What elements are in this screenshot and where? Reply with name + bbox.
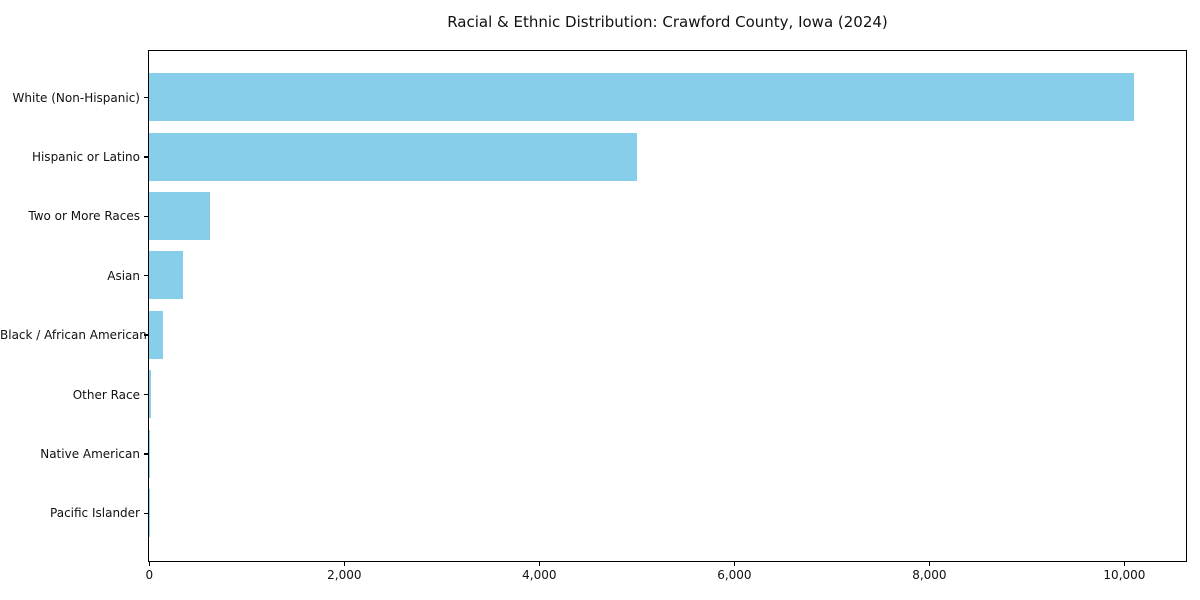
x-tick-mark — [148, 561, 150, 566]
y-tick-mark — [144, 275, 148, 277]
y-tick-mark — [144, 156, 148, 158]
y-tick-mark — [144, 334, 148, 336]
bar-other-race — [149, 370, 151, 419]
x-tick-mark — [928, 561, 931, 566]
plot-area — [148, 50, 1187, 562]
y-tick-mark — [144, 512, 148, 514]
x-axis-tick-label: 0 — [145, 568, 154, 582]
y-axis-label: Hispanic or Latino — [31, 149, 140, 164]
y-tick-mark — [144, 393, 148, 396]
bar-native-american — [149, 429, 150, 478]
x-tick-mark — [343, 561, 346, 566]
bar-white-non-hispanic- — [149, 73, 1134, 122]
bar-two-or-more-races — [149, 192, 210, 240]
x-axis-tick-label: 6,000 — [717, 568, 752, 582]
x-axis-tick-label: 10,000 — [1103, 568, 1146, 582]
bar-black-african-american — [149, 310, 163, 359]
y-tick-mark — [144, 96, 148, 99]
bar-asian — [149, 251, 184, 300]
x-tick-mark — [1123, 561, 1126, 566]
x-axis-tick-label: 8,000 — [912, 568, 947, 582]
y-axis-label: Two or More Races — [28, 209, 140, 224]
x-tick-mark — [538, 561, 541, 566]
y-tick-mark — [144, 453, 148, 455]
y-axis-label: Asian — [107, 268, 140, 283]
y-axis-label: Black / African American — [0, 328, 147, 343]
x-axis-tick-label: 4,000 — [522, 568, 557, 582]
y-tick-mark — [144, 215, 148, 217]
bar-hispanic-or-latino — [149, 132, 637, 181]
y-axis-label: Other Race — [72, 387, 140, 402]
chart-title: Racial & Ethnic Distribution: Crawford C… — [447, 13, 888, 31]
x-axis-tick-label: 2,000 — [327, 568, 362, 582]
y-axis-label: White (Non-Hispanic) — [12, 90, 140, 105]
x-tick-mark — [733, 561, 736, 566]
y-axis-label: Pacific Islander — [50, 506, 140, 521]
y-axis-label: Native American — [40, 446, 140, 461]
